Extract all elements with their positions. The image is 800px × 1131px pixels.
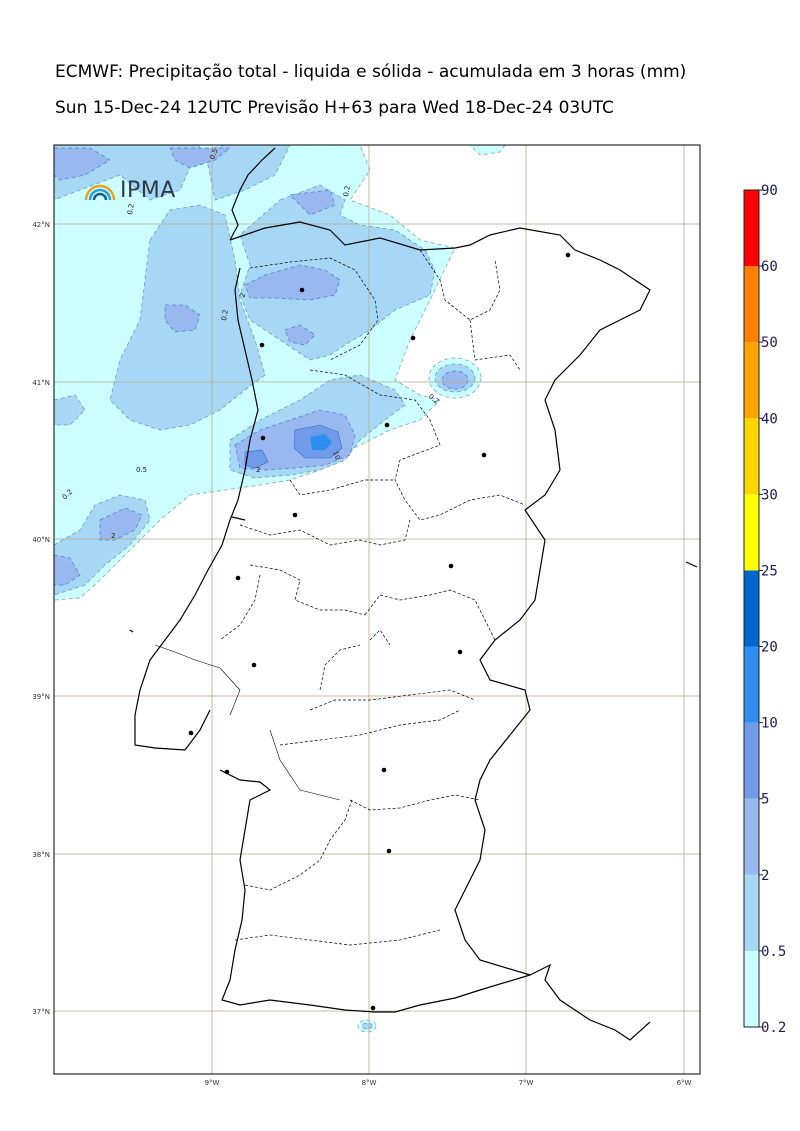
colorbar-segment (744, 342, 759, 419)
contour-label: 0.5 (208, 147, 219, 160)
colorbar-label: 20 (761, 640, 778, 656)
colorbar-segment (744, 722, 759, 799)
colorbar-label: 60 (761, 259, 778, 275)
latitude-labels: 42°N 41°N 40°N 39°N 38°N 37°N (32, 221, 50, 1016)
map-title: ECMWF: Precipitação total - liquida e só… (55, 62, 687, 82)
map-frame (53, 144, 701, 1075)
contour-label: 2 (111, 532, 115, 540)
colorbar-label: 25 (761, 563, 778, 579)
coastline (129, 147, 698, 1041)
colorbar-segment (744, 266, 759, 343)
colorbar-label: 2 (761, 868, 769, 884)
colorbar-segment (744, 570, 759, 647)
contour-label: 2 (238, 292, 247, 299)
colorbar-label: 5 (761, 792, 769, 808)
ipma-rainbow-icon (84, 184, 116, 200)
lat-label: 39°N (32, 693, 50, 701)
colorbar-label: 90 (761, 183, 778, 199)
colorbar-segment (744, 798, 759, 875)
contour-labels: 0.5 0.2 0.2 2 0.2 0.2 2 0.5 0.2 2 10 (61, 147, 441, 540)
colorbar-segment (744, 950, 759, 1027)
contour-label: 0.2 (342, 185, 352, 197)
contour-label: 0.2 (126, 203, 136, 215)
colorbar-label: 10 (761, 716, 778, 732)
lat-label: 41°N (32, 379, 50, 387)
precipitation-field (54, 145, 506, 1033)
longitude-labels: 9°W 8°W 7°W 6°W (205, 1079, 692, 1087)
map-subtitle: Sun 15-Dec-24 12UTC Previsão H+63 para W… (55, 98, 614, 118)
colorbar-label: 50 (761, 335, 778, 351)
colorbar-label: 30 (761, 487, 778, 503)
colorbar-label: 40 (761, 411, 778, 427)
colorbar-segment (744, 646, 759, 723)
lat-label: 38°N (32, 851, 50, 859)
colorbar-label: 0.5 (761, 944, 786, 960)
contour-label: 2 (256, 466, 260, 474)
lon-label: 8°W (362, 1079, 377, 1087)
contour-label: 10 (331, 450, 342, 461)
district-boundaries (219, 249, 526, 946)
ipma-logo: IPMA (83, 178, 176, 203)
colorbar-segment (744, 190, 759, 267)
colorbar-segment (744, 874, 759, 951)
lon-label: 6°W (677, 1079, 692, 1087)
ipma-logo-text: IPMA (120, 178, 176, 203)
colorbar-segment (744, 418, 759, 495)
city-markers (188, 252, 571, 1011)
lon-label: 7°W (519, 1079, 534, 1087)
colorbar-label: 0.2 (761, 1020, 786, 1036)
lat-label: 42°N (32, 221, 50, 229)
contour-label: 0.2 (220, 309, 230, 321)
contour-label: 0.5 (136, 466, 147, 474)
lat-label: 40°N (32, 536, 50, 544)
lat-label: 37°N (32, 1008, 50, 1016)
colorbar-segment (744, 494, 759, 571)
colorbar-frame (743, 189, 760, 1028)
lon-label: 9°W (205, 1079, 220, 1087)
